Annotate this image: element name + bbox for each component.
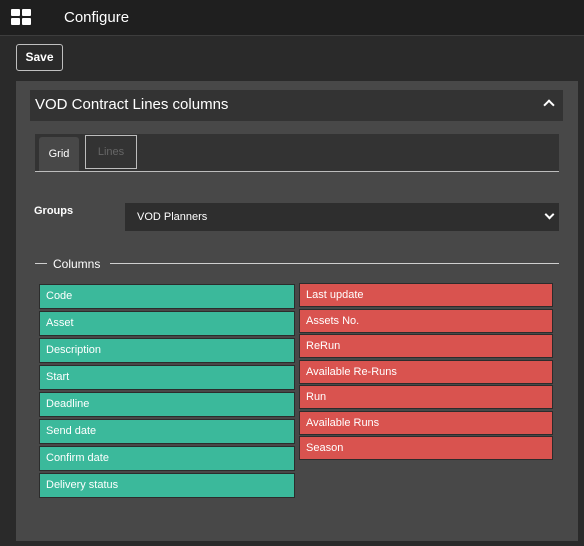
panel-title: VOD Contract Lines columns bbox=[35, 96, 229, 113]
selected-column-item[interactable]: Available Runs bbox=[299, 410, 553, 435]
columns-panel: VOD Contract Lines columns Grid Lines Gr… bbox=[16, 81, 578, 541]
available-column-item[interactable]: Confirm date bbox=[39, 446, 295, 471]
title-bar: Configure bbox=[0, 0, 584, 36]
groups-selected-value: VOD Planners bbox=[137, 211, 208, 223]
available-column-item[interactable]: Deadline bbox=[39, 392, 295, 417]
available-column-item[interactable]: Asset bbox=[39, 311, 295, 336]
selected-column-item[interactable]: Assets No. bbox=[299, 308, 553, 333]
available-column-item[interactable]: Delivery status bbox=[39, 473, 295, 498]
groups-select[interactable]: VOD Planners bbox=[125, 203, 559, 231]
selected-column-item[interactable]: Last update bbox=[299, 283, 553, 307]
chevron-down-icon bbox=[544, 209, 555, 220]
columns-divider-left bbox=[35, 263, 47, 264]
available-columns-list: Code Asset Description Start Deadline Se… bbox=[39, 284, 295, 500]
panel-header[interactable]: VOD Contract Lines columns bbox=[30, 90, 563, 121]
columns-legend: Columns bbox=[53, 257, 101, 271]
available-column-item[interactable]: Start bbox=[39, 365, 295, 390]
selected-column-item[interactable]: ReRun bbox=[299, 334, 553, 358]
available-column-item[interactable]: Code bbox=[39, 284, 295, 309]
tab-grid[interactable]: Grid bbox=[39, 137, 79, 171]
app-title: Configure bbox=[64, 9, 130, 26]
available-column-item[interactable]: Send date bbox=[39, 419, 295, 444]
chevron-up-icon[interactable] bbox=[543, 99, 555, 111]
available-column-item[interactable]: Description bbox=[39, 338, 295, 363]
tab-lines[interactable]: Lines bbox=[85, 135, 137, 169]
selected-column-item[interactable]: Run bbox=[299, 385, 553, 409]
columns-divider-right bbox=[110, 263, 559, 264]
selected-column-item[interactable]: Season bbox=[299, 436, 553, 460]
selected-column-item[interactable]: Available Re-Runs bbox=[299, 359, 553, 384]
tab-bar: Grid Lines bbox=[35, 134, 559, 172]
selected-columns-list: Last update Assets No. ReRun Available R… bbox=[299, 283, 553, 462]
save-button[interactable]: Save bbox=[16, 44, 63, 71]
groups-label: Groups bbox=[34, 205, 74, 217]
grid-icon[interactable] bbox=[11, 9, 31, 26]
